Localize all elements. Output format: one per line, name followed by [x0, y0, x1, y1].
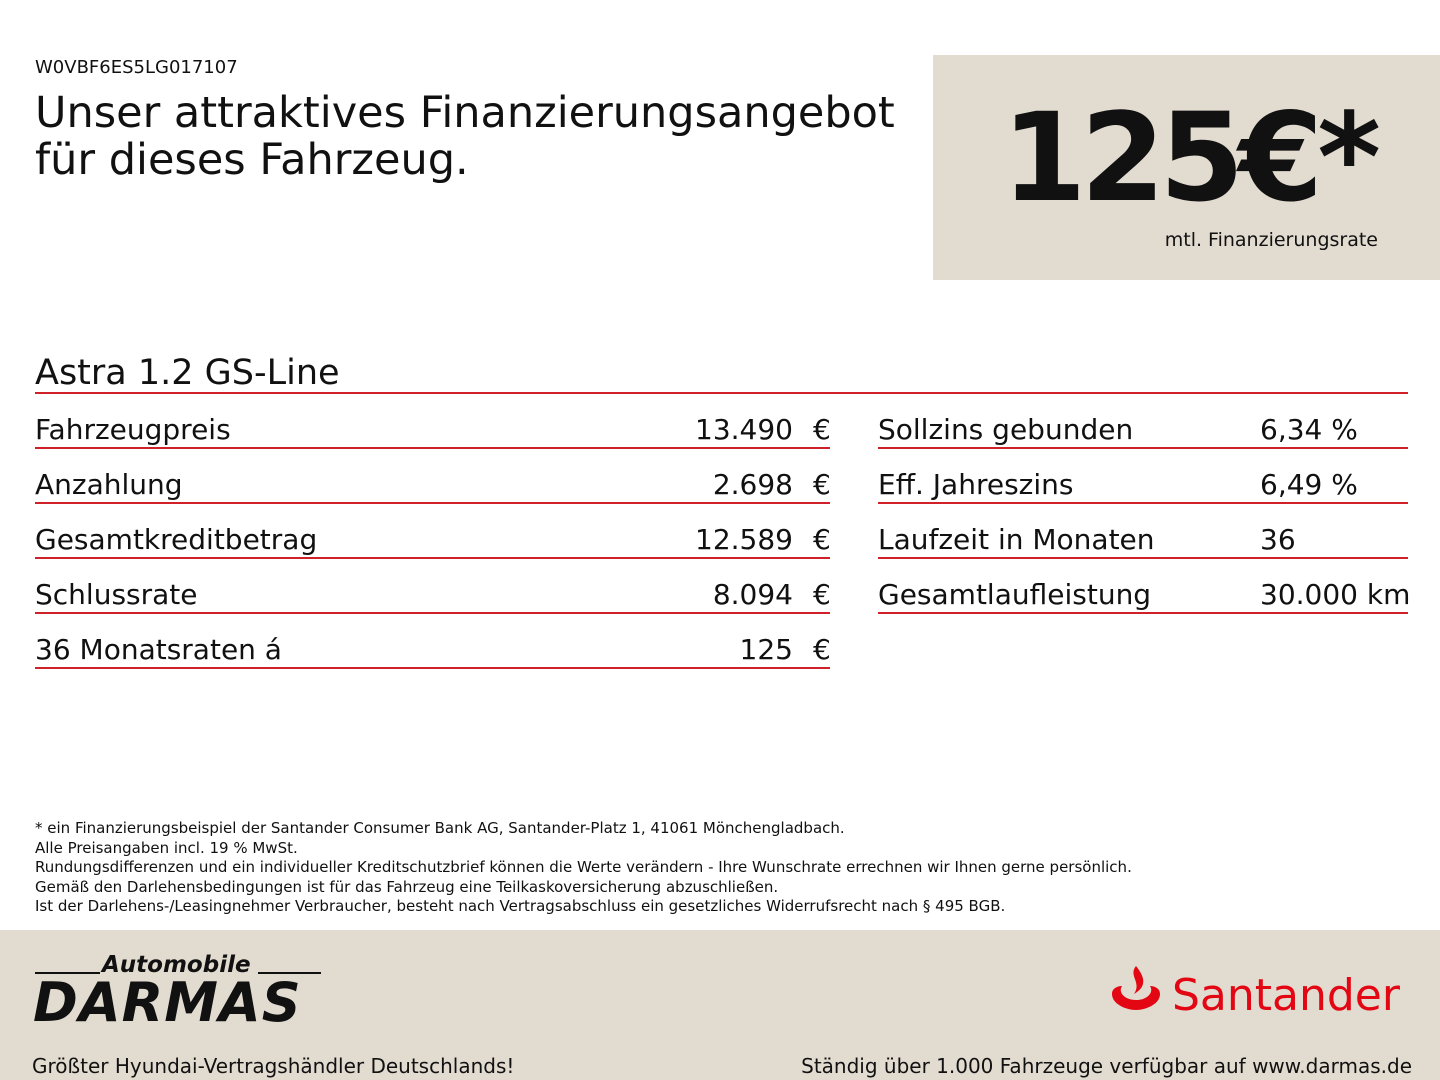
footnote: * ein Finanzierungsbeispiel der Santande… — [35, 819, 845, 837]
row-value: 125 — [739, 633, 793, 666]
footnote: Rundungsdifferenzen und ein individuelle… — [35, 858, 1132, 876]
row-value: 13.490 — [695, 413, 793, 446]
dealer-top: Automobile — [102, 952, 251, 978]
tagline: Größter Hyundai-Vertragshändler Deutschl… — [32, 1054, 515, 1078]
dealer-name: DARMAS — [33, 971, 302, 1034]
row-label: Sollzins gebunden — [878, 413, 1134, 446]
row-value: 6,49 % — [1260, 468, 1358, 501]
row-value: 36 — [1260, 523, 1296, 556]
headline: für dieses Fahrzeug. — [35, 135, 469, 185]
row-label: Fahrzeugpreis — [35, 413, 231, 446]
rule — [35, 972, 100, 974]
divider — [878, 557, 1408, 559]
row-unit: € — [813, 633, 831, 666]
row-label: Laufzeit in Monaten — [878, 523, 1155, 556]
footnote: Ist der Darlehens-/Leasingnehmer Verbrau… — [35, 897, 1006, 915]
headline: Unser attraktives Finanzierungsangebot — [35, 88, 895, 138]
row-unit: € — [813, 523, 831, 556]
row-unit: € — [813, 468, 831, 501]
divider — [35, 557, 830, 559]
row-value: 30.000 km — [1260, 578, 1411, 611]
row-value: 12.589 — [695, 523, 793, 556]
divider — [878, 502, 1408, 504]
row-unit: € — [813, 413, 831, 446]
row-label: 36 Monatsraten á — [35, 633, 282, 666]
divider — [878, 447, 1408, 449]
row-value: 8.094 — [712, 578, 793, 611]
row-value: 2.698 — [712, 468, 793, 501]
vin: W0VBF6ES5LG017107 — [35, 57, 238, 78]
footnote: Alle Preisangaben incl. 19 % MwSt. — [35, 838, 298, 857]
divider — [878, 612, 1408, 614]
row-label: Anzahlung — [35, 468, 183, 501]
divider — [35, 447, 830, 449]
footnote: Gemäß den Darlehensbedingungen ist für d… — [35, 877, 779, 896]
bank-logo — [1112, 966, 1160, 1010]
price: 125€* — [1001, 87, 1381, 229]
model: Astra 1.2 GS-Line — [35, 353, 340, 393]
row-label: Gesamtkreditbetrag — [35, 523, 318, 556]
row-unit: € — [813, 578, 831, 611]
row-value: 6,34 % — [1260, 413, 1358, 446]
divider — [35, 667, 830, 669]
tagline: Ständig über 1.000 Fahrzeuge verfügbar a… — [801, 1054, 1412, 1078]
divider — [35, 502, 830, 504]
footer: Automobile DARMAS Santander Größter Hyun… — [0, 930, 1440, 1080]
bank-name: Santander — [1172, 970, 1400, 1021]
price-caption: mtl. Finanzierungsrate — [1164, 229, 1378, 251]
price-box: 125€* mtl. Finanzierungsrate — [933, 55, 1440, 280]
row-label: Gesamtlaufleistung — [878, 578, 1152, 611]
divider — [35, 392, 1408, 394]
row-label: Eff. Jahreszins — [878, 468, 1074, 501]
row-label: Schlussrate — [35, 578, 198, 611]
rule — [258, 972, 321, 974]
divider — [35, 612, 830, 614]
